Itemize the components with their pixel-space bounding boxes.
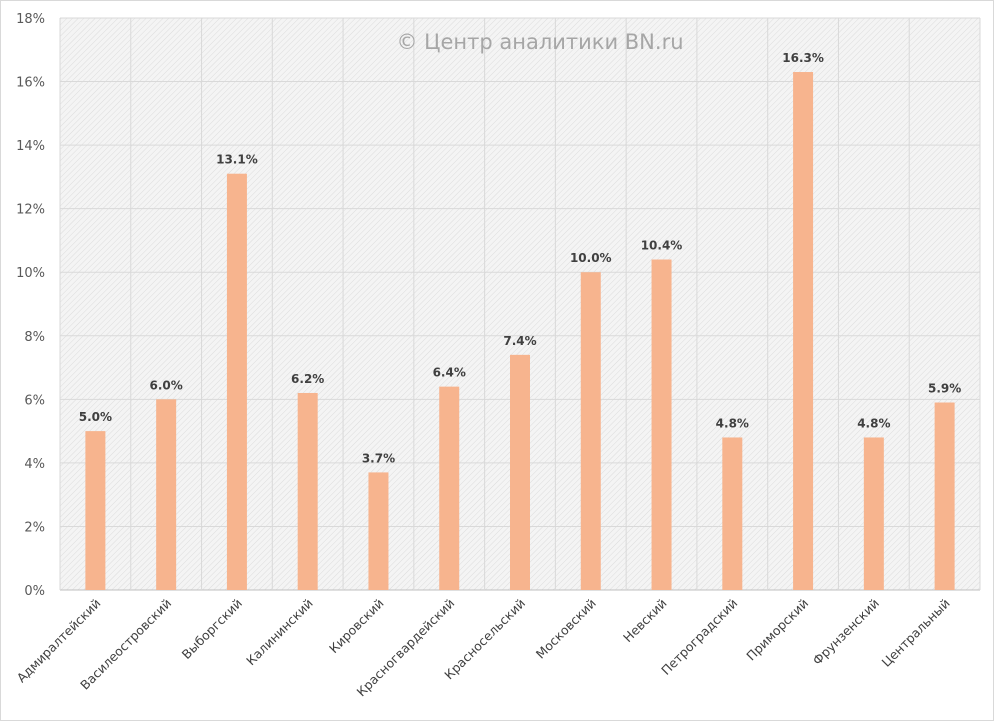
bar-7 [510, 354, 530, 590]
data-label: 3.7% [362, 451, 395, 465]
y-tick-label: 2% [24, 520, 45, 535]
bar-9 [651, 259, 672, 590]
data-label: 13.1% [216, 153, 258, 167]
bar-6 [439, 386, 460, 590]
data-label: 4.8% [716, 416, 749, 430]
data-label: 4.8% [857, 416, 890, 430]
data-label: 16.3% [782, 51, 824, 65]
x-tick-label: Приморский [743, 596, 811, 664]
x-tick-label: Невский [620, 596, 670, 646]
y-tick-label: 0% [24, 584, 45, 599]
x-tick-label: Московский [533, 596, 599, 662]
data-label: 5.0% [79, 410, 112, 424]
y-tick-label: 14% [16, 139, 45, 154]
data-label: 7.4% [503, 334, 536, 348]
x-tick-label: Фрунзенский [810, 596, 882, 668]
y-tick-label: 6% [24, 393, 45, 408]
bar-5 [368, 472, 389, 590]
data-label: 6.0% [150, 378, 183, 392]
bars [85, 72, 955, 591]
x-tick-label: Центральный [879, 596, 953, 670]
y-tick-label: 8% [24, 330, 45, 345]
bar-12 [863, 437, 884, 590]
bar-8 [580, 272, 601, 590]
y-tick-label: 12% [16, 203, 45, 218]
y-tick-label: 10% [16, 266, 45, 281]
y-tick-label: 16% [16, 76, 45, 91]
bar-2 [156, 399, 177, 590]
data-label: 6.2% [291, 372, 324, 386]
y-axis: 0% 2% 4% 6% 8% 10% 12% 14% 16% 18% [16, 12, 45, 599]
bar-4 [297, 392, 318, 590]
x-tick-label: Кировский [326, 596, 387, 657]
x-tick-label: Калининский [243, 596, 316, 669]
watermark: © Центр аналитики BN.ru [396, 30, 683, 54]
data-label: 10.0% [570, 251, 612, 265]
bar-13 [934, 402, 955, 590]
gridlines [59, 17, 981, 591]
y-tick-label: 18% [16, 12, 45, 27]
bar-11 [793, 72, 814, 591]
data-label: 5.9% [928, 382, 961, 396]
x-tick-label: Петроградский [658, 596, 740, 678]
bar-10 [722, 437, 743, 590]
data-label: 10.4% [641, 239, 683, 253]
bar-1 [85, 431, 106, 590]
data-labels: 5.0% 6.0% 13.1% 6.2% 3.7% 6.4% 7.4% 10.0% 10.4% 4… [79, 51, 962, 465]
x-tick-label: Выборгский [179, 596, 245, 662]
data-label: 6.4% [433, 366, 466, 380]
bar-3 [226, 173, 247, 590]
y-tick-label: 4% [24, 457, 45, 472]
